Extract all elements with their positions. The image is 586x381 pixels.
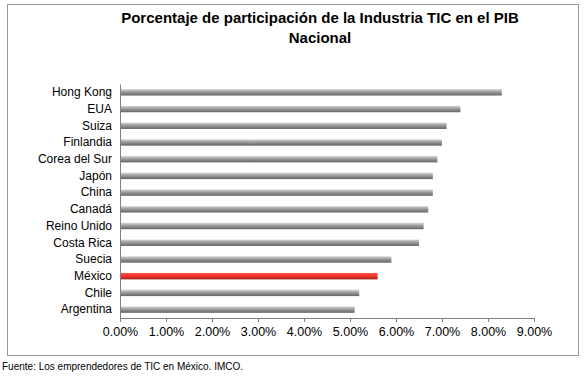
y-tick: Japón	[79, 169, 120, 183]
y-tick-label: Costa Rica	[53, 236, 112, 250]
x-tick: 3.00%	[241, 318, 276, 339]
x-tick: 6.00%	[379, 318, 414, 339]
chart: Porcentaje de participación de la Indust…	[0, 0, 586, 381]
y-tick: Argentina	[61, 302, 120, 316]
title: Porcentaje de participación de la Indust…	[121, 9, 519, 46]
x-tick-mark	[534, 318, 535, 322]
x-tick-label: 7.00%	[425, 325, 460, 339]
x-tick-mark	[396, 318, 397, 322]
x-tick-label: 2.00%	[195, 325, 230, 339]
x-axis: 0.00% 1.00% 2.00% 3.00% 4.00% 5.00% 6.00% 7.00%…	[103, 318, 552, 339]
x-tick: 5.00%	[333, 318, 368, 339]
y-axis: Hong Kong EUA Suiza Finlandia Corea del Sur J…	[38, 85, 121, 319]
y-tick-label: Suiza	[82, 119, 112, 133]
y-tick: EUA	[87, 102, 120, 116]
y-tick: China	[81, 185, 120, 199]
x-tick-label: 4.00%	[287, 325, 322, 339]
y-tick-label: Reino Unido	[46, 219, 112, 233]
y-tick: Chile	[85, 286, 120, 300]
bar	[120, 189, 433, 195]
y-tick: México	[74, 269, 120, 283]
bar	[120, 206, 428, 212]
y-tick: Costa Rica	[53, 236, 120, 250]
y-tick: Suiza	[82, 119, 120, 133]
x-tick: 7.00%	[425, 318, 460, 339]
x-tick-label: 5.00%	[333, 325, 368, 339]
y-tick-label: Suecia	[75, 252, 112, 266]
y-tick-label: Corea del Sur	[38, 152, 112, 166]
source-note: Fuente: Los emprendedores de TIC en Méxi…	[2, 361, 243, 372]
bar	[120, 240, 419, 246]
x-tick-label: 3.00%	[241, 325, 276, 339]
y-tick: Reino Unido	[46, 219, 120, 233]
y-tick: Finlandia	[63, 135, 120, 149]
bar	[120, 306, 355, 312]
chart-frame	[8, 5, 579, 356]
bar	[120, 106, 460, 112]
x-tick-mark	[258, 318, 259, 322]
y-tick-label: Japón	[79, 169, 112, 183]
bars	[120, 89, 502, 313]
y-axis-line	[120, 85, 121, 319]
x-axis-line	[121, 318, 535, 319]
bar	[120, 139, 442, 145]
x-tick: 9.00%	[517, 318, 552, 339]
x-tick: 1.00%	[149, 318, 184, 339]
x-tick: 2.00%	[195, 318, 230, 339]
bar	[120, 223, 424, 229]
y-tick-label: México	[74, 269, 112, 283]
x-tick-label: 0.00%	[103, 325, 138, 339]
bar	[120, 156, 437, 162]
x-tick-mark	[120, 318, 121, 322]
x-tick: 8.00%	[471, 318, 506, 339]
y-tick-label: China	[81, 185, 113, 199]
x-tick-mark	[442, 318, 443, 322]
bar	[120, 123, 447, 129]
x-tick: 0.00%	[103, 318, 138, 339]
bar	[120, 173, 433, 179]
x-tick-label: 6.00%	[379, 325, 414, 339]
x-tick-mark	[350, 318, 351, 322]
y-tick: Hong Kong	[52, 85, 120, 99]
bar	[120, 273, 378, 279]
y-tick: Canadá	[70, 202, 120, 216]
y-tick-label: Chile	[85, 286, 113, 300]
y-tick: Suecia	[75, 252, 120, 266]
x-tick-mark	[212, 318, 213, 322]
x-tick-label: 8.00%	[471, 325, 506, 339]
x-tick-mark	[304, 318, 305, 322]
bar	[120, 290, 359, 296]
y-tick: Corea del Sur	[38, 152, 120, 166]
y-tick-label: Canadá	[70, 202, 112, 216]
y-tick-label: Finlandia	[63, 135, 112, 149]
x-tick-label: 1.00%	[149, 325, 184, 339]
x-tick-mark	[166, 318, 167, 322]
x-tick-mark	[488, 318, 489, 322]
y-tick-label: Argentina	[61, 302, 113, 316]
y-tick-label: Hong Kong	[52, 85, 112, 99]
bar	[120, 89, 502, 95]
x-tick: 4.00%	[287, 318, 322, 339]
y-tick-label: EUA	[87, 102, 112, 116]
x-tick-label: 9.00%	[517, 325, 552, 339]
bar	[120, 256, 391, 262]
